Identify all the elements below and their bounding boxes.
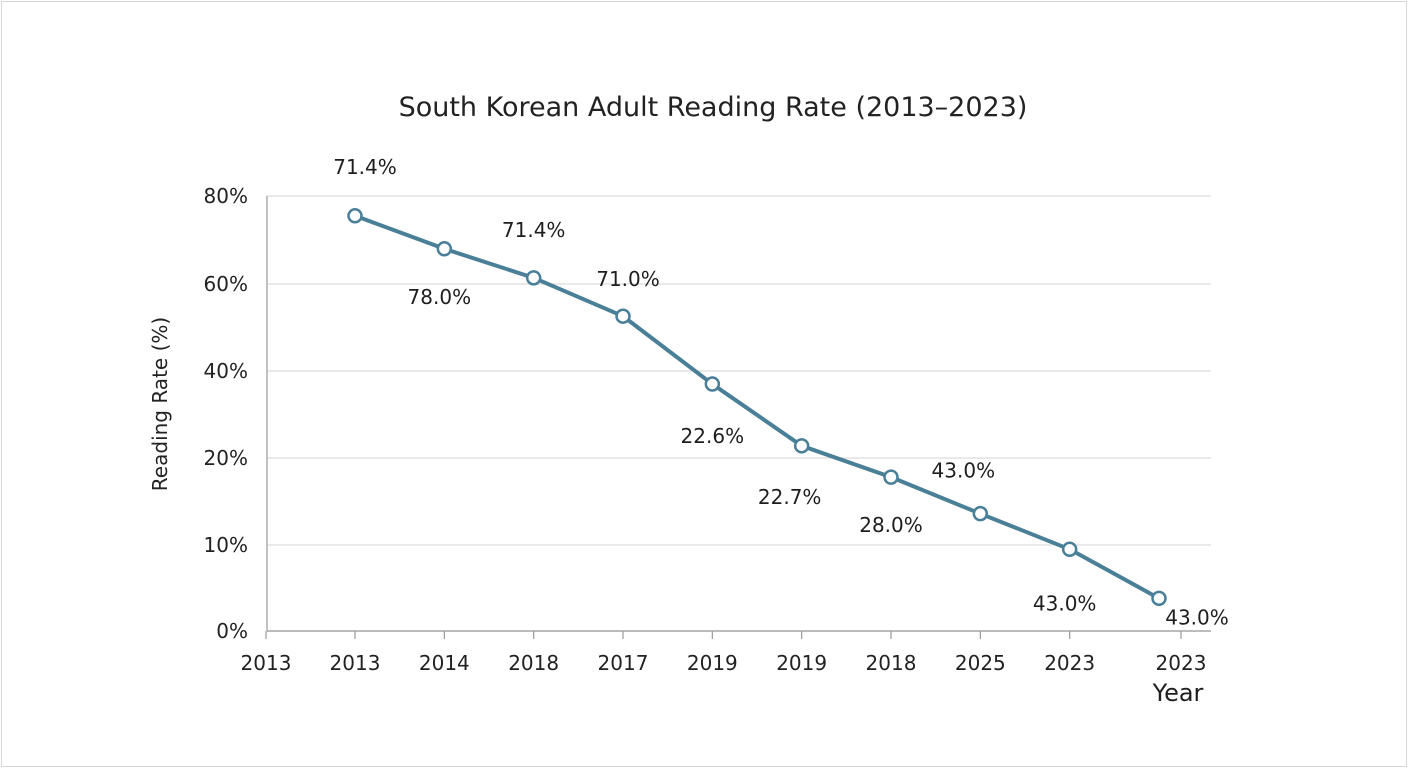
data-point — [615, 308, 631, 324]
x-tick-label: 2023 — [1044, 651, 1095, 675]
grid-lines — [267, 195, 1211, 632]
data-point — [1151, 590, 1167, 607]
y-tick-label: 60% — [204, 272, 248, 296]
data-label: 43.0% — [1033, 591, 1097, 615]
data-label: 71.4% — [502, 218, 566, 242]
x-tick-label: 2013 — [330, 651, 381, 675]
data-label: 78.0% — [408, 285, 472, 309]
x-tick-label: 2013 — [241, 651, 292, 675]
data-label: 71.0% — [596, 267, 660, 291]
y-axis-title: Reading Rate (%) — [148, 317, 172, 491]
y-tick-label: 10% — [204, 533, 248, 557]
x-tick-label: 2023 — [1156, 651, 1207, 675]
y-tick-labels: 0% 10% 20% 40% 60% 80% — [204, 184, 248, 643]
data-label: 28.0% — [859, 513, 923, 537]
y-tick-label: 40% — [204, 359, 248, 383]
series-line — [353, 213, 1161, 601]
data-label: 22.7% — [758, 485, 822, 509]
chart-title: South Korean Adult Reading Rate (2013–20… — [398, 92, 1028, 123]
x-axis-title: Year — [1152, 679, 1204, 707]
data-point — [972, 505, 989, 522]
data-point — [525, 270, 542, 286]
data-label: 22.6% — [681, 424, 745, 448]
x-tick-labels: 2013 2013 2014 2018 2017 2019 2019 2018 2025 2023… — [241, 651, 1207, 675]
x-tick-label: 2014 — [419, 651, 470, 675]
x-tick-label: 2017 — [598, 651, 649, 675]
x-tick-label: 2019 — [776, 651, 827, 675]
x-tick-label: 2019 — [687, 651, 738, 675]
data-point — [793, 438, 810, 454]
y-tick-label: 0% — [216, 619, 248, 643]
y-tick-label: 80% — [204, 184, 248, 208]
data-point — [883, 469, 899, 485]
data-point — [347, 208, 363, 224]
data-label: 71.4% — [333, 155, 397, 179]
data-label: 43.0% — [1165, 605, 1229, 629]
data-point — [1061, 541, 1078, 558]
x-tick-label: 2018 — [866, 651, 917, 675]
data-labels: 71.4% 78.0% 71.4% 71.0% 22.6% 22.7% 28.0% 43.0%… — [333, 155, 1229, 630]
y-tick-label: 20% — [204, 446, 248, 470]
data-point — [704, 376, 721, 392]
x-tick-label: 2018 — [508, 651, 559, 675]
data-point — [436, 241, 453, 257]
data-label: 43.0% — [932, 459, 996, 483]
series — [347, 208, 1167, 607]
x-tick-label: 2025 — [955, 651, 1006, 675]
axes — [265, 196, 1211, 639]
